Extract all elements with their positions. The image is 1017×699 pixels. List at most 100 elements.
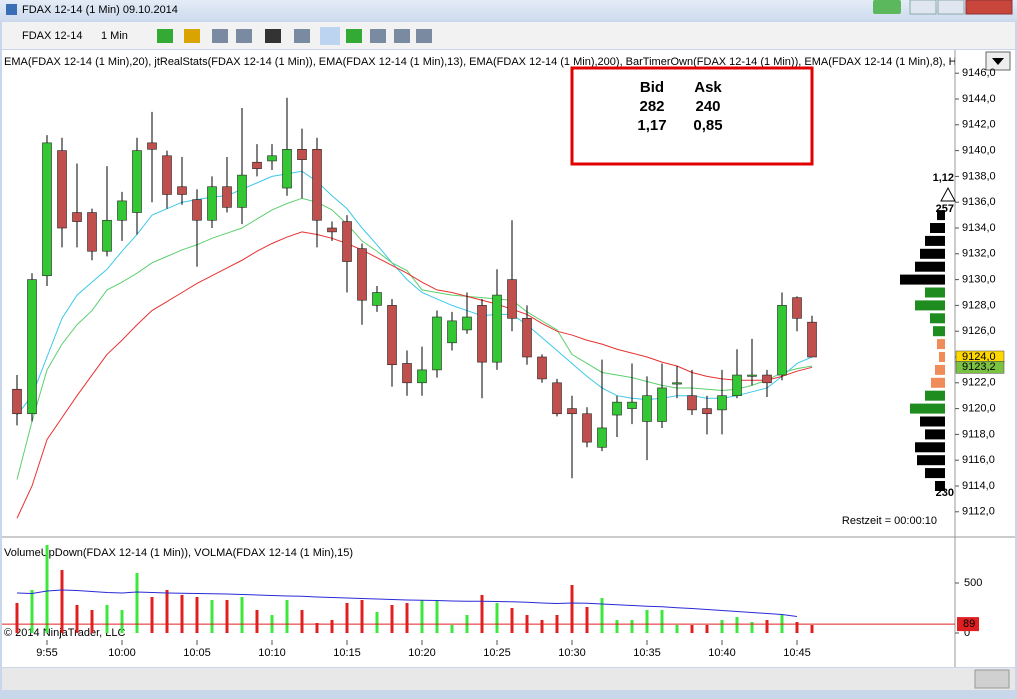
x-tick-label: 10:10	[258, 647, 286, 659]
volume-bar	[330, 620, 334, 633]
volume-profile-bar	[910, 403, 945, 414]
y-tick-label: 9130,0	[962, 274, 996, 286]
candle-body	[642, 395, 652, 422]
volume-profile-bar	[930, 313, 945, 324]
minimize-button[interactable]	[909, 0, 937, 15]
candle-body	[732, 374, 742, 396]
y-tick-label: 9128,0	[962, 299, 996, 311]
candle-body	[492, 294, 502, 363]
chart-style-button[interactable]	[320, 27, 340, 45]
candle-body	[402, 363, 412, 384]
link-button[interactable]	[873, 0, 901, 14]
y-tick-label: 9140,0	[962, 145, 996, 157]
y-tick-label: 9116,0	[962, 454, 995, 466]
draw-button[interactable]	[184, 29, 200, 43]
x-tick-label: 10:40	[708, 647, 736, 659]
y-tick-label: 9136,0	[962, 196, 996, 208]
bid-value: 282	[639, 98, 664, 115]
interval-select[interactable]: 1 Min	[101, 30, 128, 42]
search-button[interactable]	[294, 29, 310, 43]
candle-body	[267, 155, 277, 162]
candle-body	[717, 395, 727, 411]
maximize-button[interactable]	[937, 0, 965, 15]
price-marker	[955, 361, 1005, 374]
instrument-select[interactable]: FDAX 12-14	[22, 30, 83, 42]
volume-bar	[30, 590, 34, 633]
crosshair-button[interactable]	[265, 29, 281, 43]
volume-bar	[720, 620, 724, 633]
bars-button[interactable]	[157, 29, 173, 43]
candle-body	[27, 279, 37, 415]
price-marker-label: 9123,2	[962, 361, 996, 373]
candle-body	[327, 227, 337, 233]
candle-body	[672, 382, 682, 385]
menu-arrow	[992, 58, 1004, 65]
volume-bar	[705, 625, 709, 633]
candle-body	[687, 395, 697, 411]
zoom-out-button[interactable]	[236, 29, 252, 43]
volume-bar	[450, 625, 454, 633]
ask-ratio: 0,85	[693, 117, 722, 134]
x-tick-label: 10:20	[408, 647, 436, 659]
volume-bar	[540, 620, 544, 633]
strategies-button[interactable]	[370, 29, 386, 43]
volume-bar	[60, 570, 64, 633]
volume-bar	[405, 603, 409, 633]
volume-bar	[615, 620, 619, 633]
volume-bar	[135, 573, 139, 633]
candle-body	[357, 248, 367, 301]
x-tick-label: 10:15	[333, 647, 361, 659]
candle-body	[597, 427, 607, 448]
candle-body	[582, 413, 592, 443]
moving-average	[16, 231, 813, 519]
y-tick-label: 500	[964, 577, 982, 589]
volume-bar	[195, 597, 199, 633]
indicators-button[interactable]	[346, 29, 362, 43]
volume-bar	[105, 605, 109, 633]
toolbar-icons	[157, 27, 432, 45]
volume-bar	[645, 610, 649, 633]
candle-body	[552, 382, 562, 415]
candle-body	[432, 316, 442, 371]
volume-bar	[810, 625, 814, 633]
chart-area	[2, 50, 1015, 667]
volume-bar	[435, 601, 439, 633]
candle-body	[117, 200, 127, 221]
y-tick-label: 9112,0	[962, 506, 995, 518]
candle-body	[522, 317, 532, 358]
candle-body	[477, 305, 487, 363]
candle-body	[162, 155, 172, 195]
y-tick-label: 9120,0	[962, 402, 996, 414]
volume-bar	[480, 595, 484, 633]
candle-body	[567, 408, 577, 415]
volume-bar	[75, 605, 79, 633]
volume-bar	[750, 622, 754, 633]
price-button[interactable]	[394, 29, 410, 43]
properties-button[interactable]	[416, 29, 432, 43]
scrollbar[interactable]	[2, 668, 1015, 690]
volume-profile-bar	[925, 429, 945, 440]
volume-bar	[165, 590, 169, 633]
volume-bar	[150, 597, 154, 633]
y-tick-label: 9134,0	[962, 222, 996, 234]
x-tick-label: 10:05	[183, 647, 211, 659]
volume-profile-bar	[915, 300, 945, 311]
stat-label: 1,12	[933, 172, 954, 184]
scroll-thumb[interactable]	[974, 669, 1010, 689]
candle-body	[342, 221, 352, 262]
toolbar	[2, 22, 1015, 49]
window-title: FDAX 12-14 (1 Min) 09.10.2014	[22, 4, 178, 16]
zoom-in-button[interactable]	[212, 29, 228, 43]
copyright: © 2014 NinjaTrader, LLC	[4, 627, 125, 639]
candle-body	[282, 149, 292, 189]
title-bar	[0, 0, 1017, 21]
bid-header: Bid	[640, 79, 664, 96]
volume-bar	[225, 600, 229, 633]
candle-body	[792, 297, 802, 319]
volume-bar	[255, 610, 259, 633]
volume-bar	[510, 608, 514, 633]
close-button[interactable]	[965, 0, 1013, 15]
candle-body	[762, 374, 772, 384]
volume-profile-bar	[939, 351, 945, 362]
triangle-icon	[940, 186, 956, 202]
